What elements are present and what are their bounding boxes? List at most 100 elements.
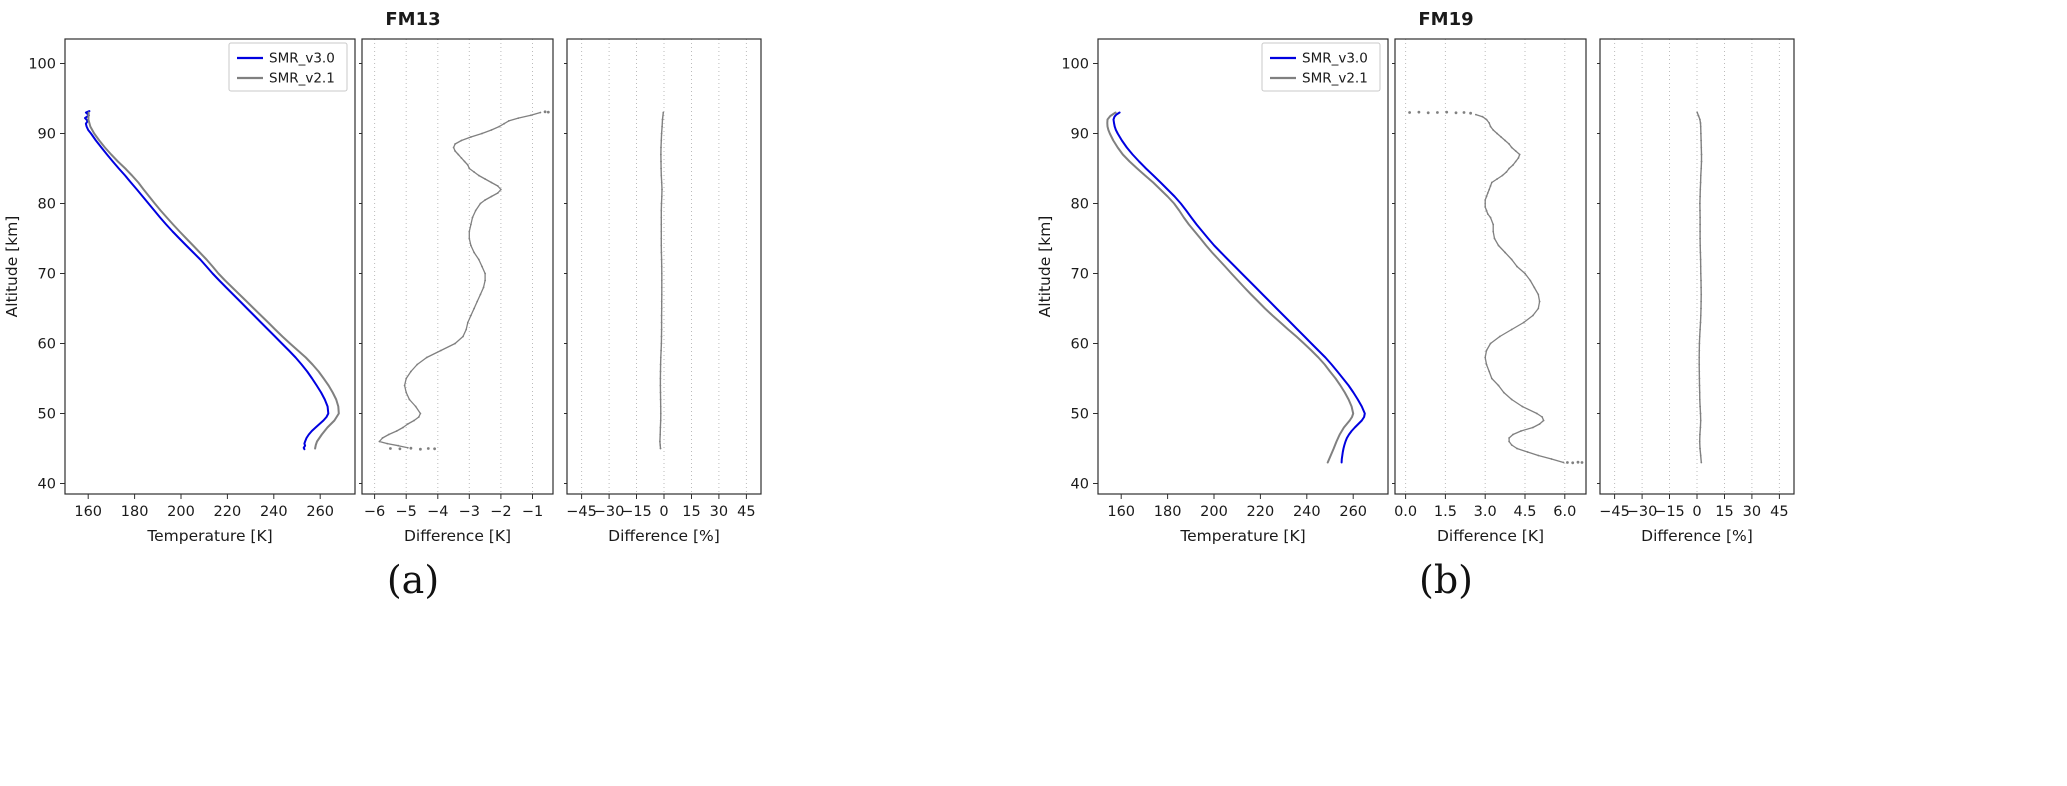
series-marker [1426,111,1430,115]
series-marker [1481,115,1484,118]
series-marker [1489,342,1492,345]
series-marker [1508,437,1510,439]
series-marker [417,416,420,418]
x-tick-label: 1.5 [1434,504,1457,520]
y-tick-label: 70 [1071,267,1089,283]
series-marker [1493,237,1496,240]
series-marker [1510,444,1513,446]
y-axis-label: Altitude [km] [1036,216,1054,318]
series-marker [1502,391,1505,394]
series-marker [1699,321,1702,324]
series-marker [1485,209,1488,212]
series-marker [1700,461,1703,464]
series-marker [386,442,389,445]
series-marker [481,265,483,268]
series-marker [1698,377,1701,380]
series-marker [1699,426,1702,429]
x-axis-label: Temperature [K] [146,527,272,545]
series-marker [1516,447,1518,450]
series-marker [1698,370,1701,373]
x-tick-label: 30 [1743,504,1761,520]
series-marker [454,342,456,345]
series-marker [1699,447,1701,450]
x-tick-label: 30 [710,504,728,520]
series-marker [397,444,400,447]
panel-caption-b: (b) [1419,558,1473,602]
x-tick-label: −15 [621,504,652,520]
series-marker [1700,160,1703,163]
series-marker [1510,328,1513,331]
series-marker [1489,125,1492,128]
series-marker [659,384,662,387]
series-marker [1417,110,1421,114]
series-marker [659,391,662,394]
series-marker [1469,111,1472,115]
series-marker [1488,188,1491,191]
series-marker [484,199,486,201]
series-marker [660,265,663,268]
x-tick-label: −45 [1599,504,1630,520]
series-marker [1485,118,1488,121]
legend-label: SMR_v3.0 [269,51,335,67]
series-marker [1698,363,1701,366]
series-marker [389,447,392,450]
series-marker [660,174,663,177]
series-marker [477,258,480,261]
series-marker [481,132,483,135]
x-tick-label: 260 [1339,504,1367,520]
series-marker [1696,111,1699,114]
series-marker [1699,188,1702,191]
panel-caption-a: (a) [386,558,440,602]
series-SMR_v2.1 [1106,111,1355,464]
series-marker [398,447,402,451]
series-marker [660,146,662,149]
series-marker [660,279,663,282]
series-marker [1454,111,1458,115]
x-tick-label: 3.0 [1474,504,1497,520]
series-marker [1538,300,1541,303]
series-marker [539,111,542,114]
series-marker [1699,202,1701,205]
x-axis-label: Difference [K] [404,527,511,545]
series-difference-k [378,111,542,449]
y-tick-label: 40 [38,477,56,493]
y-tick-label: 50 [38,407,56,423]
series-marker [413,419,415,422]
series-marker [1700,146,1703,149]
series-marker [1580,461,1584,464]
series-marker [659,447,662,450]
x-tick-label: 15 [682,504,700,520]
series-marker [1484,206,1487,208]
y-tick-label: 80 [38,197,56,213]
series-marker [1484,356,1487,359]
series-marker [1485,363,1488,366]
x-tick-label: 160 [1107,504,1135,520]
series-marker [470,223,472,226]
series-marker [660,286,663,289]
series-SMR_v3.0 [84,110,330,451]
series-marker [378,440,381,443]
x-tick-label: 200 [167,504,195,520]
series-marker [463,160,466,163]
x-tick-label: −1 [522,504,543,520]
legend-label: SMR_v3.0 [1302,51,1368,67]
series-marker [1698,391,1701,394]
series-marker [1698,440,1701,443]
series-marker [1699,118,1701,121]
series-marker [660,272,663,275]
series-marker [1522,321,1525,324]
series-marker [660,321,663,324]
series-marker [660,293,663,296]
series-marker [490,195,493,198]
series-marker [1497,384,1500,387]
series-marker [1496,132,1498,135]
x-tick-label: −30 [594,504,625,520]
series-marker [1521,405,1524,408]
series-marker [414,405,417,408]
series-marker [1699,174,1702,177]
series-marker [395,430,398,432]
series-marker [1699,258,1702,261]
series-marker [1699,181,1702,184]
series-marker [1699,314,1702,317]
series-marker [660,237,663,240]
